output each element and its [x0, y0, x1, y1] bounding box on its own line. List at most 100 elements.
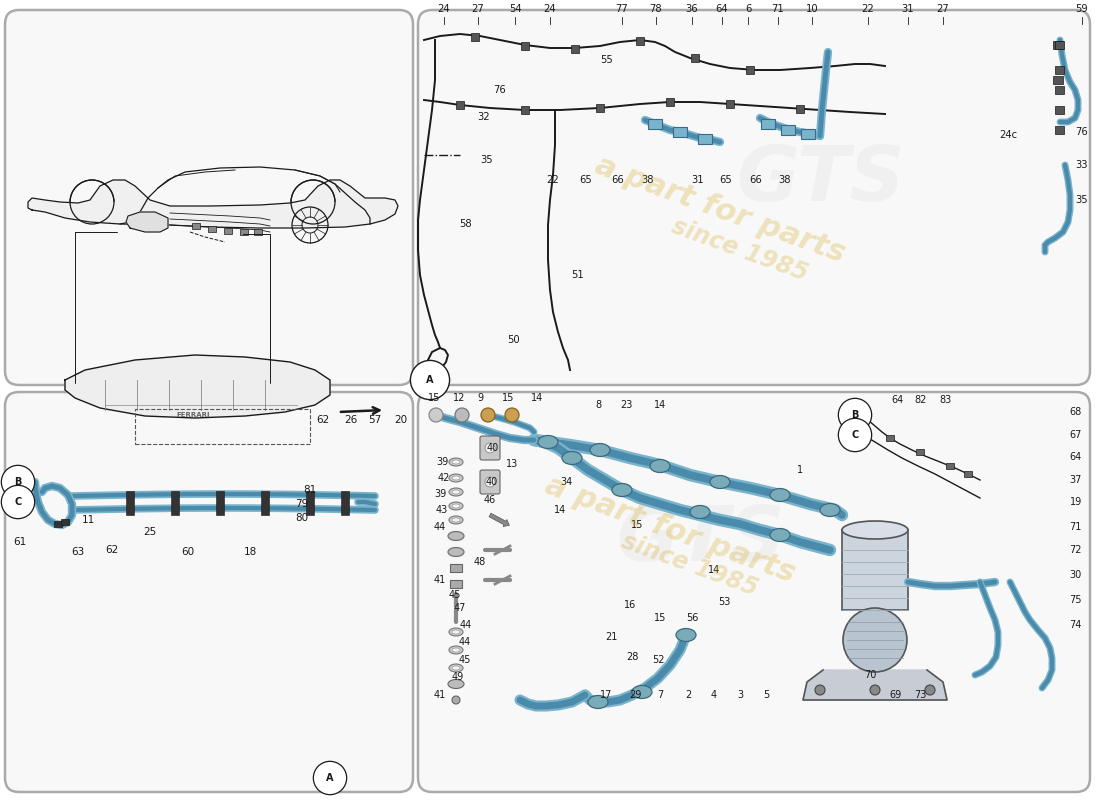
Bar: [726, 100, 734, 108]
Ellipse shape: [452, 666, 460, 670]
Text: 24: 24: [543, 4, 557, 14]
Bar: [746, 66, 754, 74]
Ellipse shape: [690, 506, 710, 518]
Ellipse shape: [449, 488, 463, 496]
Text: 21: 21: [605, 632, 617, 642]
Bar: [216, 491, 224, 515]
Ellipse shape: [588, 695, 608, 709]
Circle shape: [429, 408, 443, 422]
Text: 59: 59: [1076, 4, 1088, 14]
Text: 71: 71: [771, 4, 784, 14]
Bar: [450, 580, 462, 588]
Text: 50: 50: [508, 335, 520, 345]
Text: 80: 80: [296, 513, 309, 523]
Text: 68: 68: [1069, 407, 1082, 417]
Text: 78: 78: [650, 4, 662, 14]
Polygon shape: [28, 180, 398, 228]
FancyBboxPatch shape: [480, 470, 501, 494]
Text: 52: 52: [651, 655, 664, 665]
Text: 65: 65: [580, 175, 593, 185]
Ellipse shape: [449, 628, 463, 636]
Text: 40: 40: [486, 477, 498, 487]
Text: 67: 67: [1069, 430, 1082, 440]
FancyBboxPatch shape: [480, 436, 501, 460]
Text: 36: 36: [685, 4, 698, 14]
Circle shape: [925, 685, 935, 695]
Bar: [471, 33, 478, 41]
Text: 13: 13: [506, 459, 518, 469]
Text: FERRARI: FERRARI: [176, 412, 210, 418]
Text: 49: 49: [452, 672, 464, 682]
Bar: [842, 530, 908, 610]
Text: 27: 27: [472, 4, 484, 14]
Text: 81: 81: [304, 485, 317, 495]
Text: 63: 63: [72, 547, 85, 557]
Circle shape: [870, 685, 880, 695]
Bar: [135, 409, 310, 444]
Text: 64: 64: [716, 4, 728, 14]
Bar: [916, 449, 924, 455]
Bar: [571, 45, 579, 53]
Text: 20: 20: [395, 415, 408, 425]
Circle shape: [452, 696, 460, 704]
Text: 15: 15: [502, 393, 514, 403]
Circle shape: [455, 408, 469, 422]
Text: 61: 61: [13, 537, 26, 547]
Text: 38: 38: [641, 175, 654, 185]
Ellipse shape: [452, 476, 460, 480]
Ellipse shape: [452, 648, 460, 652]
Ellipse shape: [449, 474, 463, 482]
Bar: [126, 491, 134, 515]
Text: 69: 69: [889, 690, 901, 700]
Text: 44: 44: [460, 620, 472, 630]
Text: 53: 53: [718, 597, 730, 607]
Bar: [1055, 106, 1064, 114]
Ellipse shape: [448, 531, 464, 541]
Bar: [964, 471, 972, 477]
Bar: [691, 54, 698, 62]
Ellipse shape: [449, 646, 463, 654]
Text: 29: 29: [629, 690, 641, 700]
FancyBboxPatch shape: [6, 392, 412, 792]
FancyArrow shape: [490, 514, 509, 526]
Text: 35: 35: [481, 155, 493, 165]
Text: 26: 26: [344, 415, 358, 425]
Bar: [648, 119, 662, 129]
Text: 25: 25: [143, 527, 156, 537]
Text: 65: 65: [719, 175, 733, 185]
Bar: [946, 463, 954, 469]
Bar: [306, 491, 313, 515]
Bar: [254, 229, 262, 235]
Text: 39: 39: [436, 457, 448, 467]
Text: 48: 48: [474, 557, 486, 567]
Text: 10: 10: [805, 4, 818, 14]
Circle shape: [481, 408, 495, 422]
Circle shape: [843, 608, 908, 672]
Text: B: B: [851, 410, 859, 420]
Text: 57: 57: [368, 415, 382, 425]
Text: 79: 79: [296, 499, 309, 509]
Ellipse shape: [770, 489, 790, 502]
Ellipse shape: [449, 664, 463, 672]
Text: GTS: GTS: [616, 503, 784, 577]
Text: 14: 14: [554, 505, 566, 515]
Bar: [781, 125, 795, 135]
Ellipse shape: [770, 529, 790, 542]
Bar: [261, 491, 270, 515]
Bar: [240, 229, 248, 235]
Text: 24c: 24c: [999, 130, 1018, 140]
Text: 70: 70: [864, 670, 877, 680]
Bar: [1053, 76, 1063, 84]
Text: 74: 74: [1069, 620, 1082, 630]
Text: 37: 37: [1069, 475, 1082, 485]
Text: 64: 64: [891, 395, 903, 405]
Text: a part for parts: a part for parts: [591, 151, 849, 269]
Text: GTS: GTS: [736, 143, 904, 217]
Text: 41: 41: [433, 690, 447, 700]
Text: A: A: [327, 773, 333, 783]
Bar: [1055, 66, 1064, 74]
Text: A: A: [427, 375, 433, 385]
Circle shape: [485, 443, 495, 453]
Bar: [886, 435, 894, 441]
Ellipse shape: [612, 483, 632, 497]
